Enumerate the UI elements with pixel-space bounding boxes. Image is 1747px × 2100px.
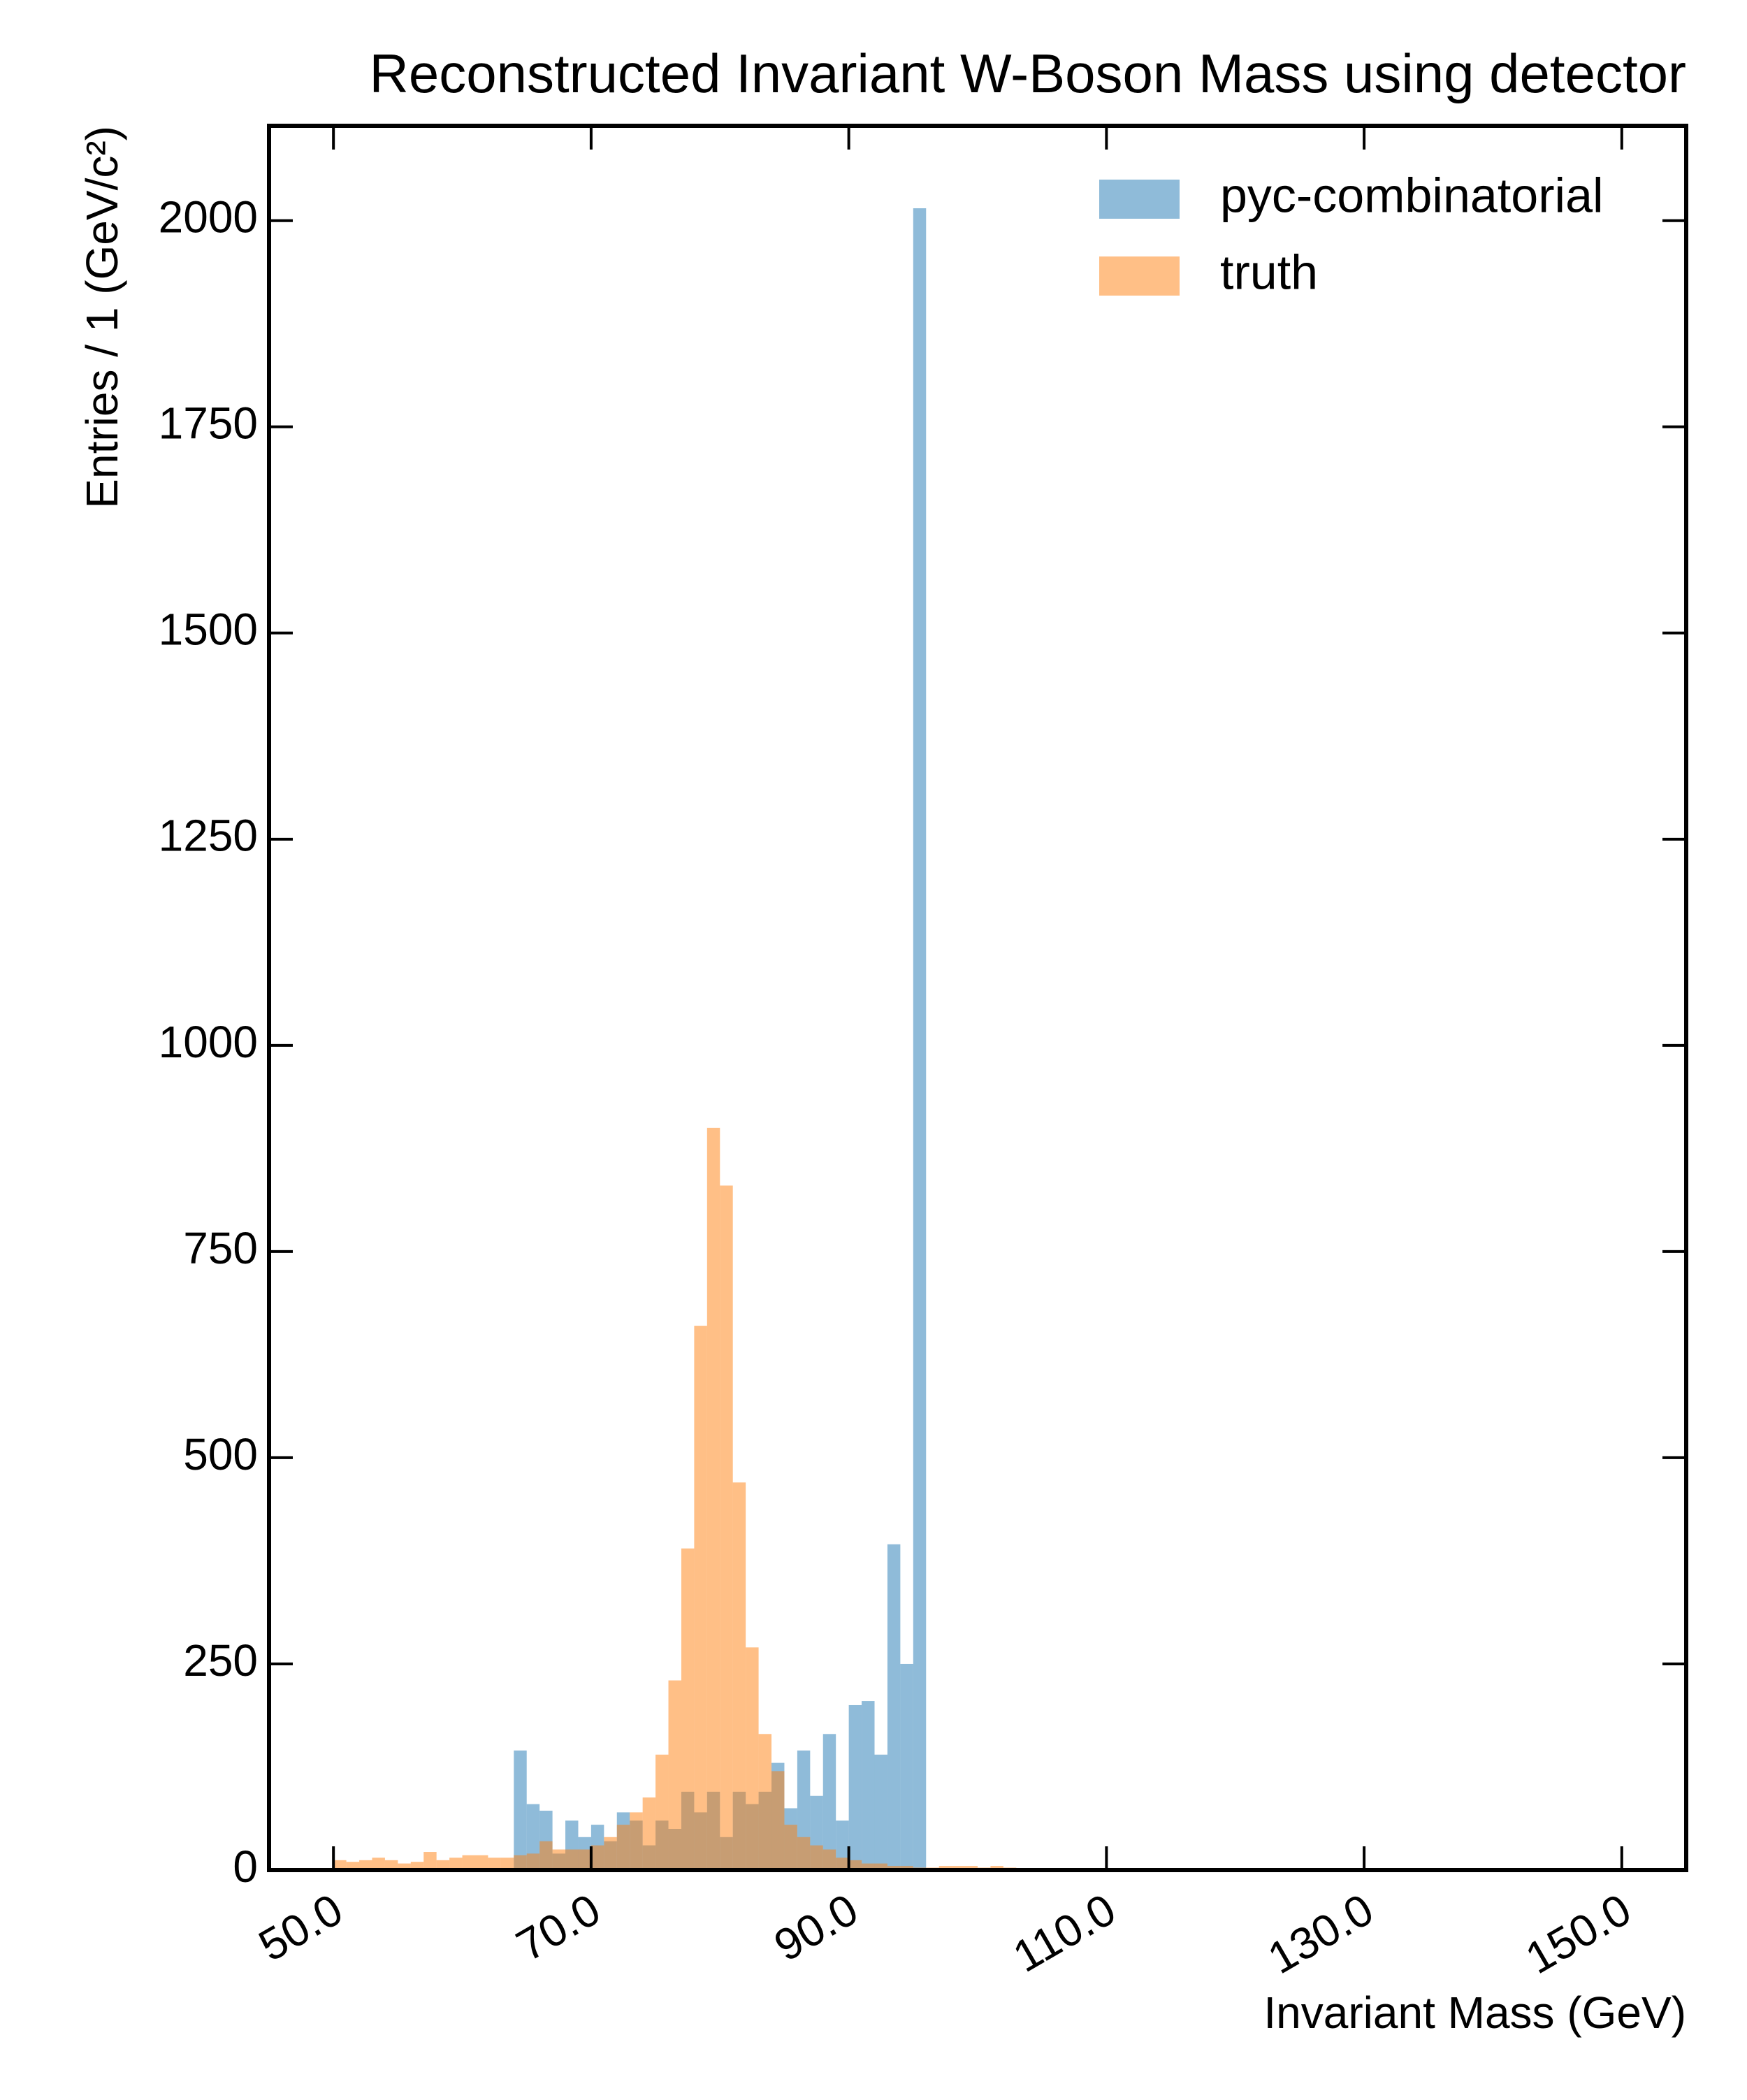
histogram-bar: [604, 1837, 617, 1870]
histogram-bar: [423, 1852, 437, 1870]
histogram-bar: [398, 1863, 411, 1870]
y-tick-label: 1500: [159, 604, 258, 655]
histogram-bar: [372, 1858, 385, 1870]
histogram-bar: [539, 1841, 553, 1870]
histogram-bar: [732, 1482, 746, 1870]
histogram-bar: [771, 1771, 785, 1870]
histogram-bar: [436, 1860, 450, 1870]
histogram-bar: [346, 1862, 360, 1870]
histogram-bar: [822, 1734, 836, 1870]
histogram-bar: [500, 1858, 514, 1870]
histogram-bar: [720, 1185, 733, 1870]
x-tick-label: 150.0: [1517, 1884, 1639, 1983]
histogram-bar: [552, 1849, 566, 1870]
chart-title: Reconstructed Invariant W-Boson Mass usi…: [370, 43, 1686, 104]
y-tick-label: 500: [183, 1429, 258, 1479]
histogram-bar: [642, 1797, 656, 1870]
histogram-bar: [822, 1849, 836, 1870]
histogram-bar: [758, 1734, 772, 1870]
histogram-bar: [630, 1812, 643, 1870]
histogram-bar: [410, 1862, 424, 1870]
y-tick-label: 0: [233, 1841, 258, 1892]
histogram-bar: [694, 1326, 707, 1870]
histogram-bar: [862, 1863, 875, 1870]
histogram-bar: [474, 1855, 488, 1870]
histogram-bar: [681, 1548, 695, 1870]
y-tick-label: 250: [183, 1635, 258, 1686]
histogram-bar: [590, 1845, 604, 1870]
histogram-bar: [384, 1860, 398, 1870]
histogram-bar: [514, 1855, 527, 1870]
histogram-bar: [862, 1701, 875, 1870]
y-tick-label: 1750: [159, 398, 258, 449]
legend-swatch: [1099, 256, 1180, 296]
histogram-bar: [359, 1860, 372, 1870]
y-tick-label: 750: [183, 1223, 258, 1273]
bars: [333, 208, 1107, 1871]
histogram-bar: [462, 1855, 475, 1870]
x-tick-label: 90.0: [766, 1884, 867, 1971]
x-tick-label: 70.0: [508, 1884, 609, 1971]
histogram-bar: [706, 1127, 720, 1870]
y-tick-label: 1000: [159, 1017, 258, 1067]
histogram-bar: [333, 1860, 347, 1870]
histogram-bar: [526, 1853, 540, 1870]
x-tick-label: 130.0: [1259, 1884, 1382, 1983]
histogram-bar: [836, 1858, 849, 1870]
histogram-bar: [449, 1858, 463, 1870]
histogram-bar: [810, 1845, 823, 1870]
histogram-bar: [874, 1863, 887, 1870]
plot-frame: [267, 124, 1688, 1872]
y-axis-label: Entries / 1 (GeV/c²): [77, 126, 127, 509]
histogram-bar: [784, 1825, 797, 1870]
legend: pyc-combinatorial truth: [1099, 168, 1604, 299]
histogram-bar: [900, 1663, 913, 1870]
legend-label: pyc-combinatorial: [1220, 168, 1604, 222]
legend-label: truth: [1220, 245, 1318, 299]
x-axis-label: Invariant Mass (GeV): [1263, 1987, 1686, 2038]
y-tick-label: 2000: [159, 192, 258, 242]
histogram-bar: [887, 1544, 901, 1870]
histogram-bar: [488, 1858, 501, 1870]
x-tick-label: 110.0: [1005, 1884, 1124, 1982]
histogram-bar: [848, 1860, 862, 1870]
histogram-bar: [746, 1647, 759, 1870]
histogram-bar: [616, 1825, 630, 1870]
histogram-bar: [514, 1750, 527, 1870]
y-tick-label: 1250: [159, 811, 258, 861]
histogram-bar: [913, 208, 927, 1871]
histogram-bar: [565, 1849, 579, 1870]
legend-swatch: [1099, 180, 1180, 219]
histogram-bar: [668, 1680, 681, 1870]
histogram-bar: [655, 1754, 669, 1870]
histogram-bar: [578, 1849, 591, 1870]
histogram-bar: [874, 1754, 887, 1870]
histogram-bar: [848, 1704, 862, 1870]
x-tick-label: 50.0: [250, 1884, 351, 1971]
histogram-bar: [797, 1837, 811, 1870]
